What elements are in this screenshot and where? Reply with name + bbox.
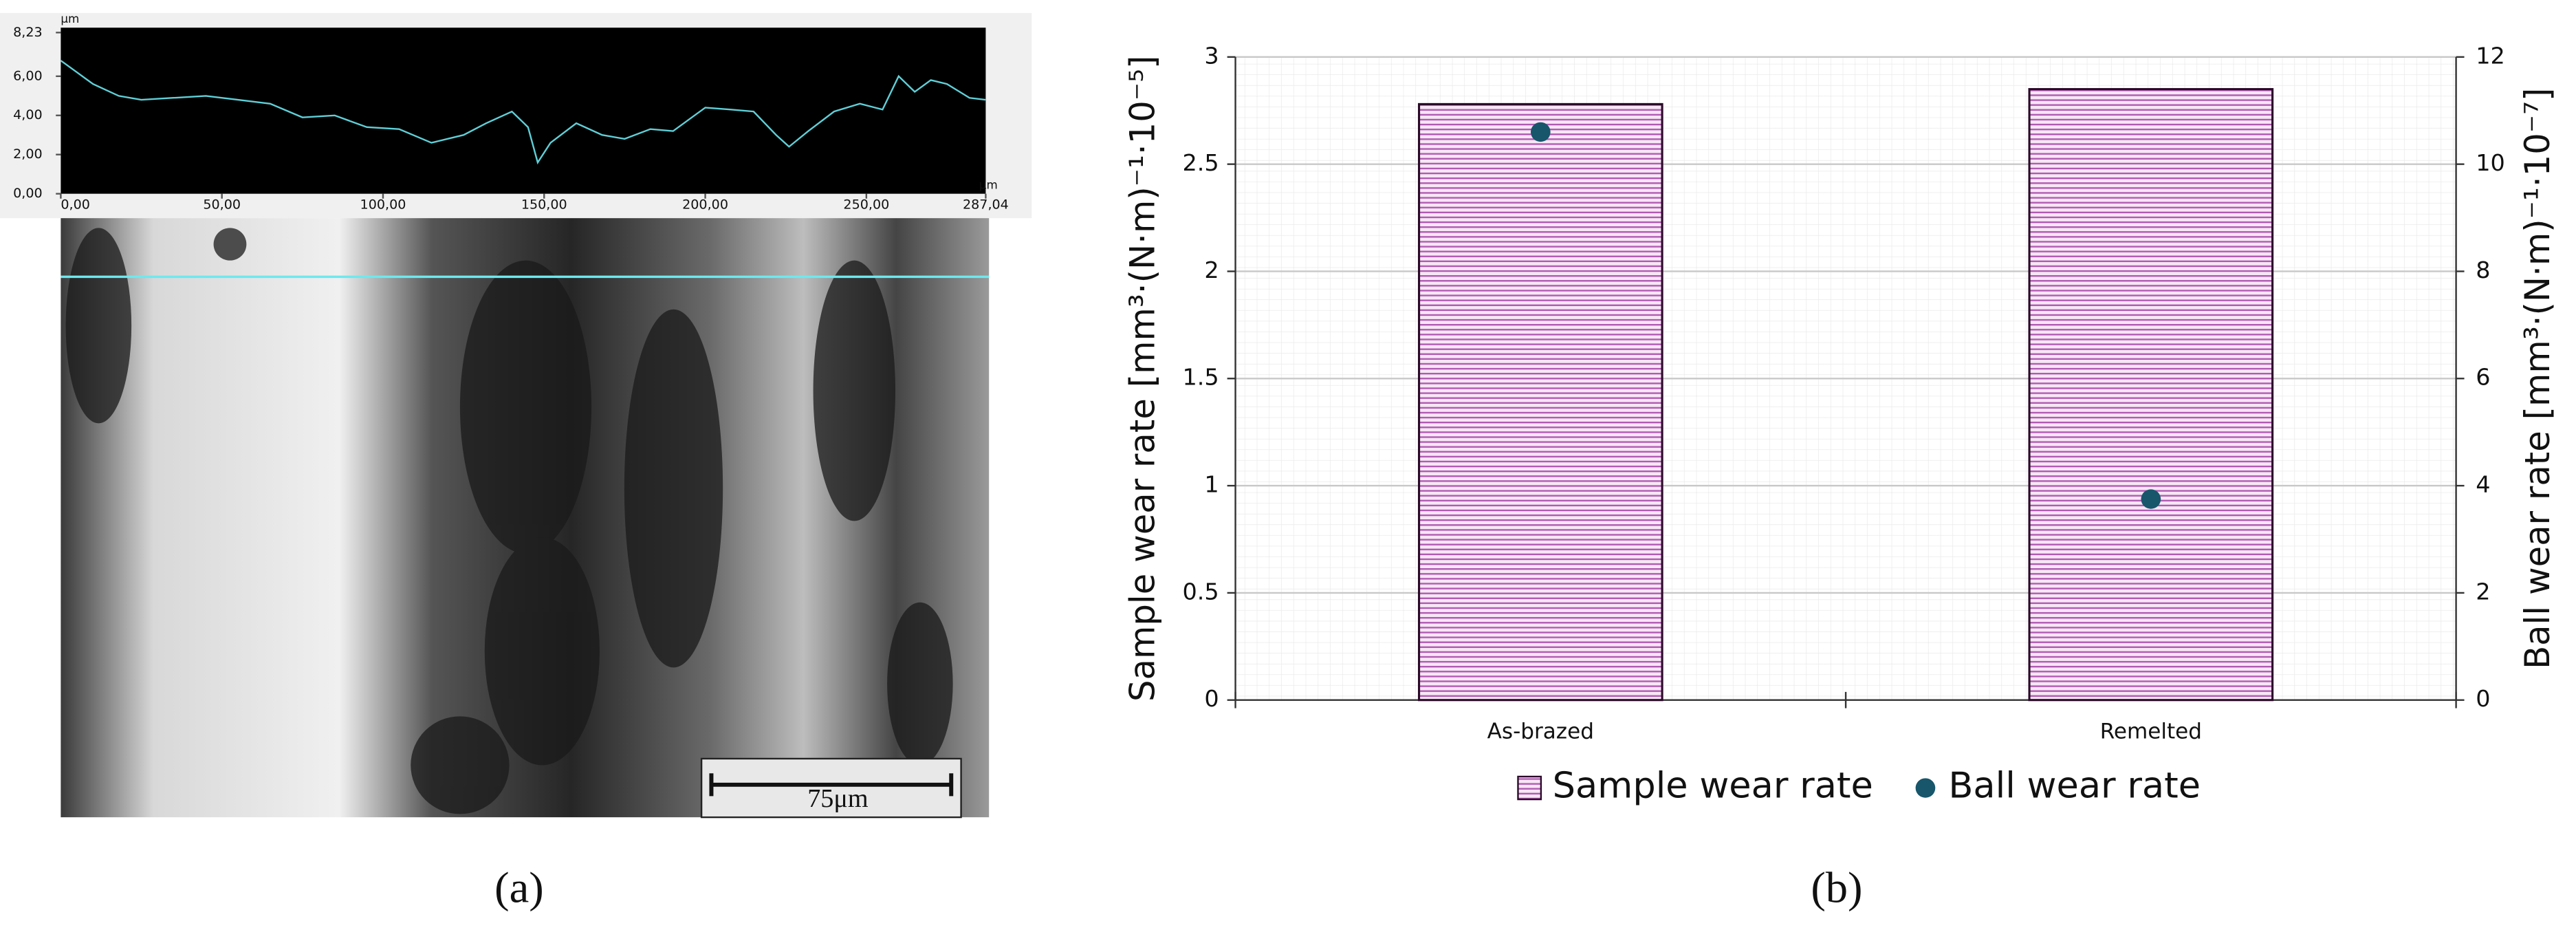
y-axis-title: Sample wear rate [mm³·(N·m)⁻¹·10⁻⁵] bbox=[1123, 56, 1163, 702]
wear-chart: 0 0.5 1 1.5 2 2.5 3 0 2 4 6 8 10 12 As-brazed Remelted S… bbox=[1123, 42, 2558, 806]
panel-label: (a) bbox=[494, 863, 544, 912]
y-tick-label: 2.5 bbox=[1182, 149, 1219, 176]
y-tick-label: 8,23 bbox=[13, 25, 43, 40]
x-axis-unit: µm bbox=[979, 178, 998, 191]
legend-label: Ball wear rate bbox=[1948, 765, 2201, 807]
y-tick-label: 2,00 bbox=[13, 147, 43, 162]
y2-tick-label: 6 bbox=[2476, 364, 2490, 391]
y-tick-label: 1.5 bbox=[1182, 364, 1219, 391]
y-tick-label: 2 bbox=[1204, 257, 1219, 283]
ball-wear-point bbox=[1530, 122, 1551, 142]
profile-chart: 0,00 2,00 4,00 6,00 8,23 0,00 50,00 100,00 150,0… bbox=[13, 12, 1009, 213]
y-axis-unit: µm bbox=[61, 12, 79, 25]
panel-label: (b) bbox=[1811, 863, 1862, 912]
y-tick-label: 0,00 bbox=[13, 186, 43, 201]
y-tick-label: 0 bbox=[1204, 685, 1219, 712]
scale-bar-label: 75μm bbox=[807, 784, 868, 813]
y2-tick-label: 4 bbox=[2476, 471, 2490, 498]
x-tick-label: 100,00 bbox=[360, 197, 406, 213]
y-tick-label: 1 bbox=[1204, 471, 1219, 498]
legend-label: Sample wear rate bbox=[1553, 765, 1873, 807]
y2-tick-label: 12 bbox=[2476, 42, 2505, 69]
x-tick-label: 0,00 bbox=[61, 197, 90, 213]
y-tick-label: 0.5 bbox=[1182, 578, 1219, 605]
scale-bar-box bbox=[700, 757, 962, 819]
y2-tick-label: 2 bbox=[2476, 578, 2490, 605]
x-tick-label: 50,00 bbox=[203, 197, 241, 213]
bar bbox=[2028, 88, 2274, 702]
y2-tick-label: 0 bbox=[2476, 685, 2490, 712]
bar bbox=[1417, 102, 1663, 702]
scale-bar bbox=[709, 773, 954, 797]
x-tick-label: As-brazed bbox=[1487, 720, 1594, 744]
x-tick-label: Remelted bbox=[2100, 720, 2202, 744]
x-tick-label: 250,00 bbox=[843, 197, 889, 213]
x-tick-label: 287,04 bbox=[963, 197, 1009, 213]
profile-line bbox=[60, 60, 986, 165]
ball-wear-point bbox=[2141, 489, 2161, 509]
y-tick-label: 4,00 bbox=[13, 107, 43, 122]
x-tick-label: 200,00 bbox=[682, 197, 728, 213]
profile-plot-area bbox=[61, 28, 986, 194]
y2-axis-title: Ball wear rate [mm³·(N·m)⁻¹·10⁻⁷] bbox=[2518, 88, 2557, 669]
legend-marker bbox=[1517, 775, 1542, 801]
legend-marker bbox=[1915, 778, 1936, 798]
y-tick-label: 3 bbox=[1204, 42, 1219, 69]
x-tick-label: 150,00 bbox=[521, 197, 567, 213]
y2-tick-label: 10 bbox=[2476, 149, 2505, 176]
y-tick-label: 6,00 bbox=[13, 68, 43, 83]
y2-tick-label: 8 bbox=[2476, 257, 2490, 283]
